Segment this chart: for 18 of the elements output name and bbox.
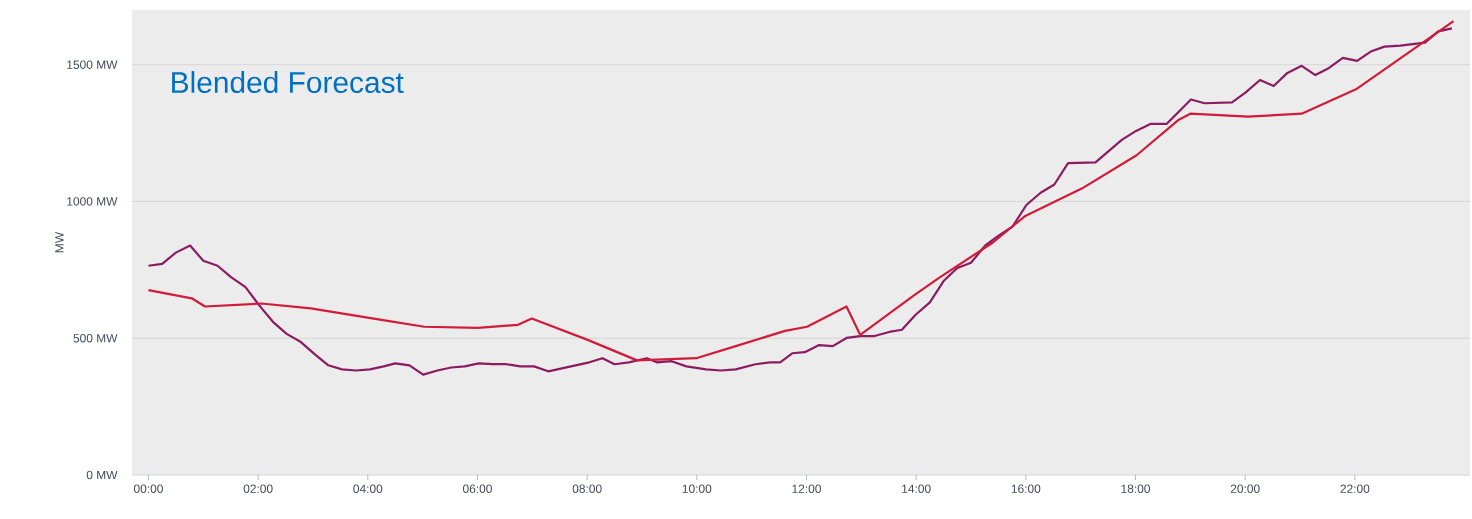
y-tick-label: 500 MW bbox=[73, 334, 118, 343]
x-tick-label: 10:00 bbox=[682, 484, 712, 493]
x-tick-label: 06:00 bbox=[462, 484, 492, 493]
x-tick-label: 02:00 bbox=[243, 484, 273, 493]
x-tick-label: 00:00 bbox=[133, 484, 163, 493]
x-tick-label: 04:00 bbox=[353, 484, 383, 493]
x-tick-label: 22:00 bbox=[1340, 484, 1370, 493]
x-tick-label: 12:00 bbox=[792, 484, 821, 493]
x-tick-label: 16:00 bbox=[1011, 484, 1041, 493]
x-tick-label: 20:00 bbox=[1230, 484, 1260, 493]
y-tick-label: 0 MW bbox=[86, 470, 118, 480]
x-tick-label: 14:00 bbox=[902, 484, 931, 493]
y-tick-label: 1000 MW bbox=[67, 197, 118, 206]
y-axis-title: MW bbox=[55, 231, 64, 253]
y-tick-label: 1500 MW bbox=[67, 60, 118, 69]
x-tick-label: 08:00 bbox=[572, 484, 602, 493]
x-tick-label: 18:00 bbox=[1121, 484, 1150, 493]
text: Blended Forecast bbox=[172, 71, 404, 94]
